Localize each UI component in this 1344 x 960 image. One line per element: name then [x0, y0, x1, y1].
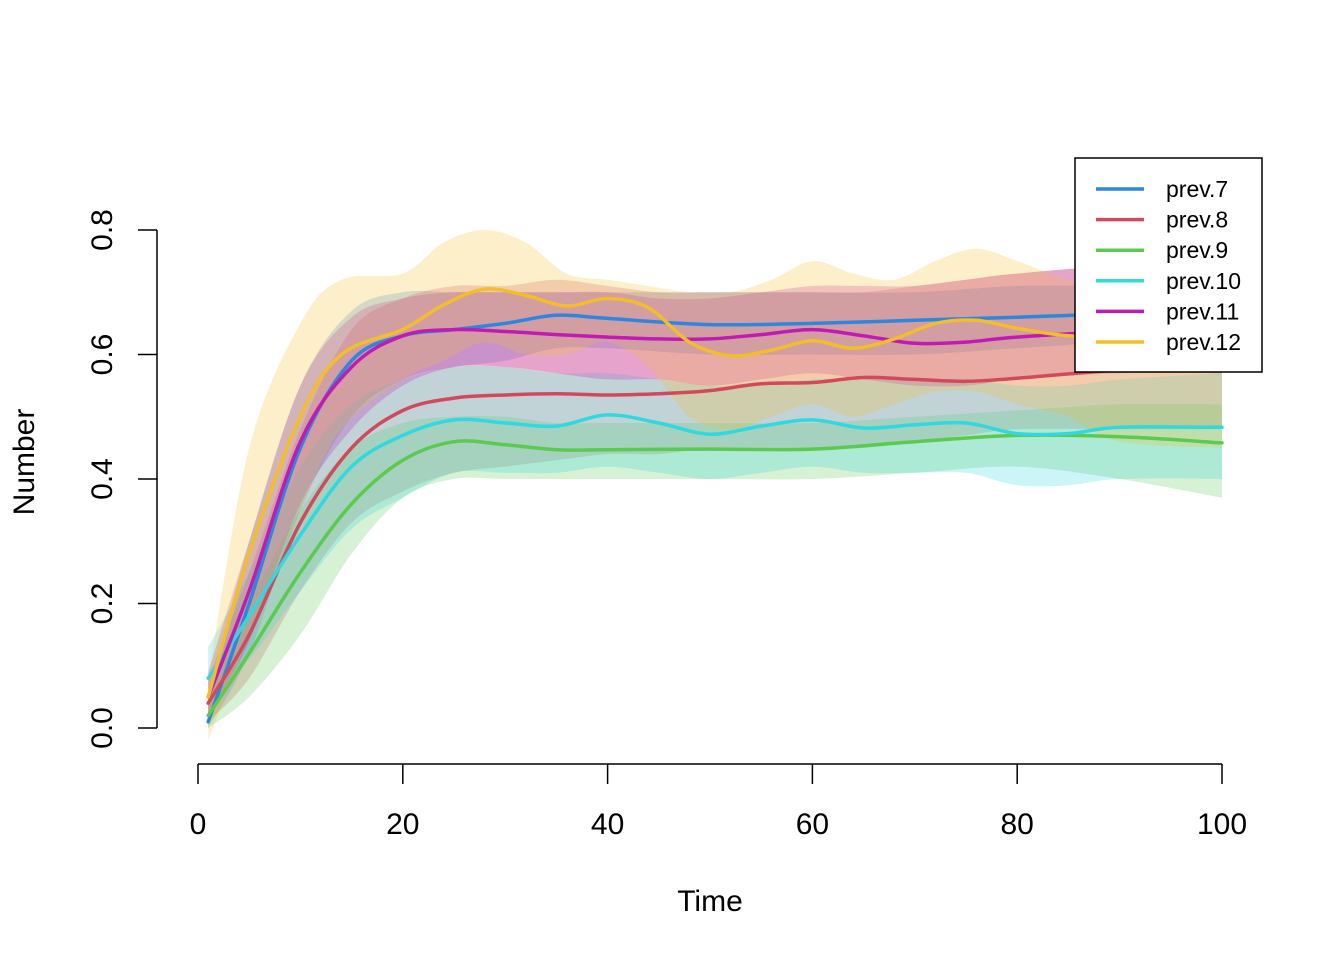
- x-tick-label: 80: [1001, 808, 1034, 841]
- y-tick-label: 0.6: [86, 334, 119, 376]
- legend: prev.7 prev.8 prev.9 prev.10 prev.11 prev.12: [1074, 157, 1263, 373]
- y-axis: 0.0 0.2 0.4 0.6 0.8: [86, 209, 158, 749]
- line-prev-10: [206, 413, 1224, 680]
- line-prev-8: [206, 365, 1224, 705]
- band-prev-11: [208, 267, 1222, 716]
- band-prev-12: [208, 230, 1222, 741]
- x-tick-label: 60: [796, 808, 829, 841]
- legend-label: prev.11: [1166, 298, 1239, 324]
- legend-box: [1074, 157, 1263, 373]
- legend-label: prev.7: [1166, 176, 1228, 202]
- line-prev-7: [206, 312, 1224, 724]
- x-tick-label: 100: [1197, 808, 1247, 841]
- series-lines: [206, 287, 1224, 724]
- line-prev-12: [206, 287, 1224, 699]
- legend-label: prev.8: [1166, 207, 1228, 233]
- line-prev-9: [206, 433, 1224, 718]
- x-tick-label: 40: [591, 808, 624, 841]
- x-tick-label: 0: [190, 808, 207, 841]
- confidence-bands: [208, 230, 1222, 741]
- legend-label: prev.10: [1166, 268, 1241, 294]
- x-axis-label: Time: [677, 885, 743, 918]
- x-axis: 0 20 40 60 80 100: [190, 763, 1247, 841]
- y-tick-label: 0.0: [86, 707, 119, 749]
- y-tick-label: 0.8: [86, 209, 119, 251]
- legend-label: prev.12: [1166, 329, 1241, 355]
- y-tick-label: 0.4: [86, 458, 119, 500]
- y-tick-label: 0.2: [86, 583, 119, 625]
- line-prev-11: [206, 327, 1224, 699]
- x-tick-label: 20: [386, 808, 419, 841]
- legend-label: prev.9: [1166, 237, 1228, 263]
- y-axis-label: Number: [8, 409, 41, 516]
- band-prev-10: [208, 365, 1222, 704]
